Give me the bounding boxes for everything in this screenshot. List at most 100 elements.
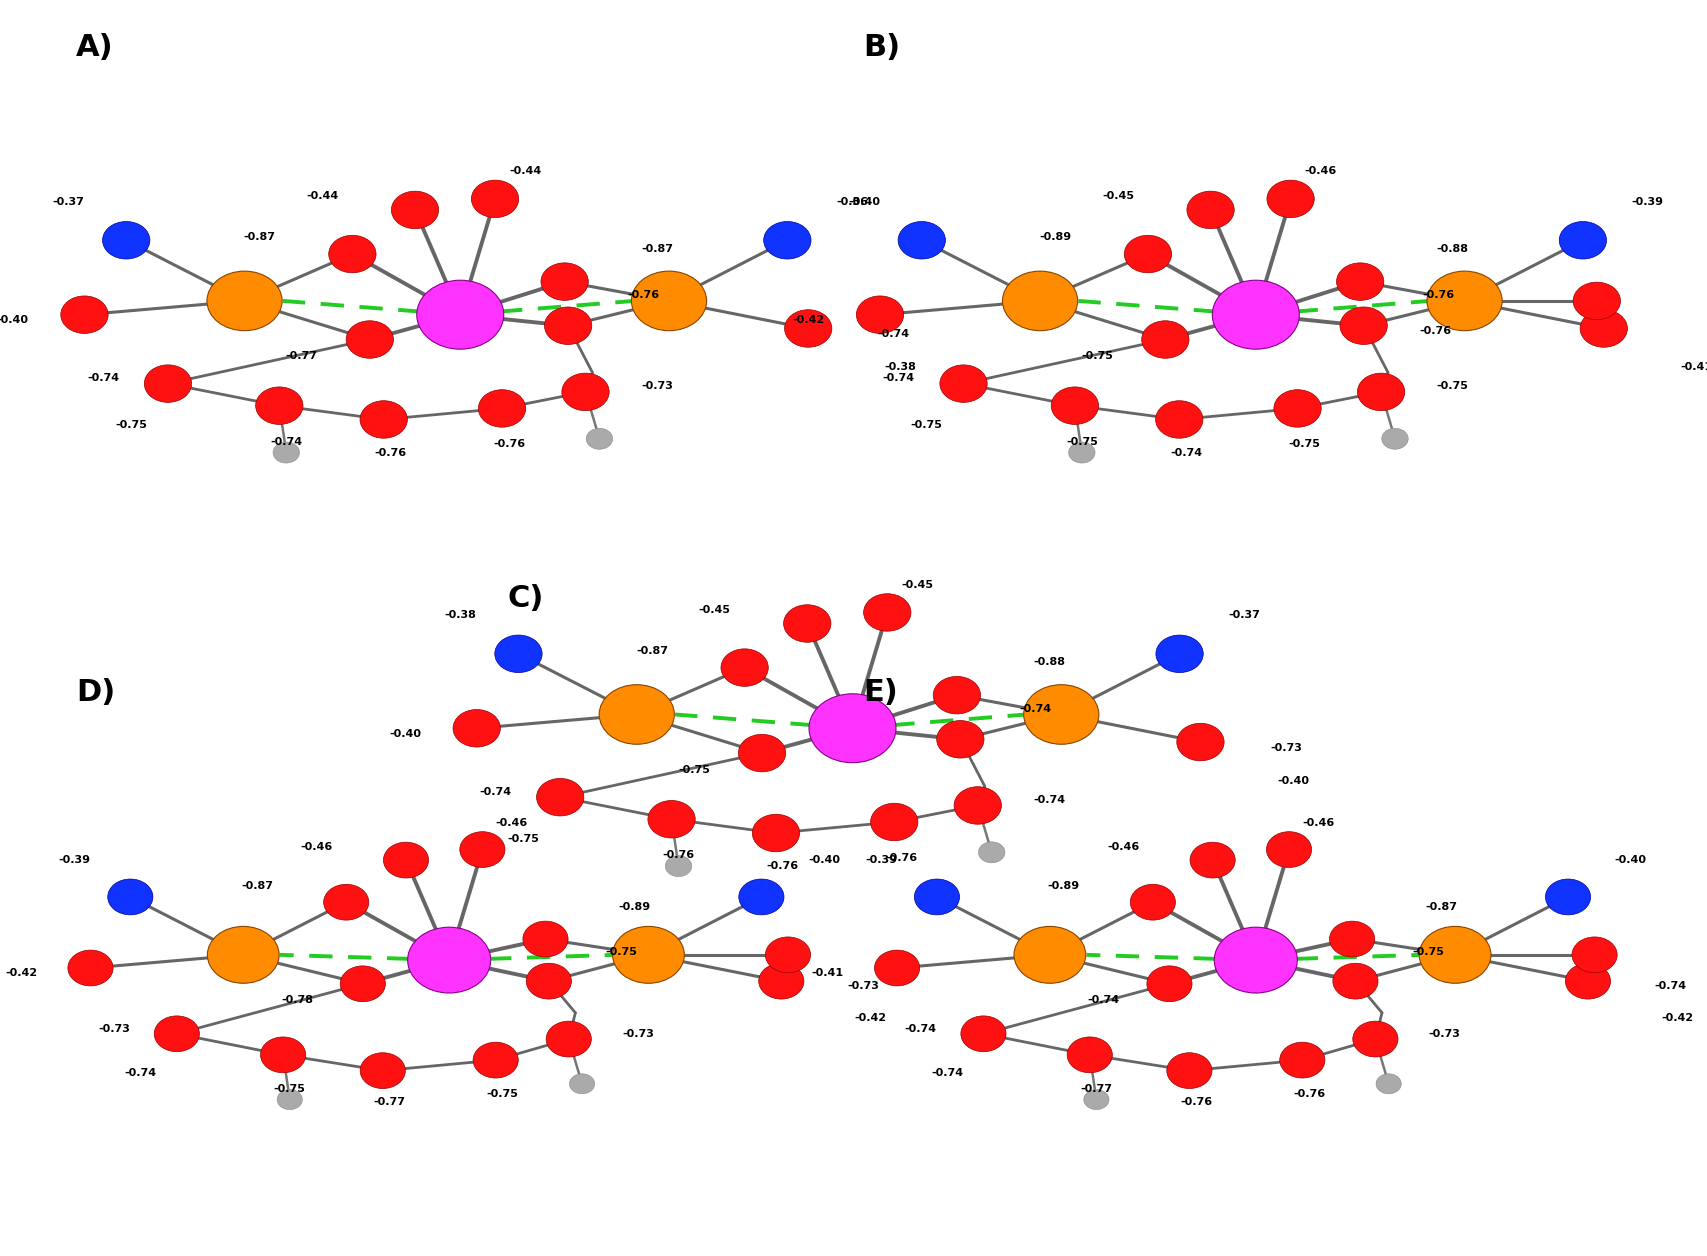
Text: -0.46: -0.46 [1302,818,1335,828]
Text: -0.74: -0.74 [480,786,512,796]
Circle shape [61,296,108,333]
Text: -0.40: -0.40 [848,197,881,207]
Text: C): C) [507,584,545,613]
Text: -0.39: -0.39 [865,855,898,865]
Circle shape [758,963,804,999]
Circle shape [1142,320,1190,358]
Circle shape [1357,373,1405,411]
Circle shape [473,1042,519,1078]
Text: -0.74: -0.74 [1019,703,1052,713]
Text: -0.76: -0.76 [1424,290,1454,300]
Circle shape [1427,271,1502,330]
Circle shape [1002,271,1077,330]
Circle shape [1267,831,1311,868]
Circle shape [1273,389,1321,427]
Text: -0.75: -0.75 [1437,382,1468,392]
Text: -0.39: -0.39 [58,855,90,865]
Text: -0.40: -0.40 [0,315,29,325]
Text: -0.74: -0.74 [1033,795,1065,805]
Circle shape [207,271,282,330]
Text: -0.74: -0.74 [1087,995,1120,1005]
Circle shape [1156,636,1203,672]
Text: -0.74: -0.74 [1654,981,1687,991]
Circle shape [452,710,500,747]
Circle shape [1280,1042,1325,1078]
Text: -0.75: -0.75 [912,420,942,430]
Text: E): E) [864,678,898,707]
Text: -0.76: -0.76 [493,440,526,450]
Text: -0.40: -0.40 [807,855,840,865]
Circle shape [154,1016,200,1051]
Text: -0.42: -0.42 [792,315,824,325]
Text: -0.36: -0.36 [836,197,869,207]
Circle shape [763,221,811,259]
Circle shape [108,879,154,914]
Circle shape [277,1090,302,1109]
Circle shape [1558,221,1606,259]
Text: -0.89: -0.89 [1048,882,1081,892]
Circle shape [1337,263,1384,300]
Circle shape [522,921,568,957]
Text: -0.42: -0.42 [1661,1014,1693,1022]
Circle shape [632,271,707,330]
Circle shape [1190,843,1236,878]
Text: -0.45: -0.45 [901,580,934,590]
Circle shape [1156,401,1203,438]
Text: -0.74: -0.74 [125,1069,157,1078]
Text: -0.73: -0.73 [1270,742,1302,752]
Circle shape [898,221,946,259]
Circle shape [347,320,393,358]
Text: -0.46: -0.46 [495,818,527,828]
Text: -0.89: -0.89 [618,903,650,912]
Text: -0.46: -0.46 [1304,166,1337,176]
Text: -0.41: -0.41 [813,968,843,978]
Circle shape [1176,723,1224,761]
Circle shape [360,401,408,438]
Text: -0.87: -0.87 [637,646,667,656]
Text: -0.73: -0.73 [621,1029,654,1039]
Circle shape [1330,921,1374,957]
Circle shape [1333,963,1378,999]
Circle shape [739,879,784,914]
Circle shape [1214,927,1297,993]
Circle shape [545,306,592,344]
Text: -0.40: -0.40 [389,728,422,739]
Circle shape [360,1053,405,1089]
Circle shape [1024,685,1099,745]
Circle shape [1147,966,1191,1002]
Circle shape [384,843,428,878]
Text: -0.88: -0.88 [1437,244,1468,254]
Circle shape [1168,1053,1212,1089]
Text: D): D) [75,678,114,707]
Text: -0.77: -0.77 [285,350,318,360]
Text: -0.76: -0.76 [1292,1089,1325,1099]
Circle shape [1130,884,1176,921]
Text: -0.74: -0.74 [883,373,915,383]
Circle shape [1340,306,1388,344]
Circle shape [145,365,191,402]
Circle shape [340,966,386,1002]
Circle shape [1352,1021,1398,1058]
Circle shape [915,879,959,914]
Circle shape [961,1016,1005,1051]
Text: -0.37: -0.37 [53,197,84,207]
Text: -0.74: -0.74 [87,373,119,383]
Circle shape [562,373,609,411]
Text: -0.88: -0.88 [1033,657,1065,667]
Circle shape [1545,879,1591,914]
Circle shape [753,814,799,852]
Text: -0.73: -0.73 [99,1024,130,1034]
Circle shape [1581,310,1627,347]
Circle shape [207,927,280,983]
Circle shape [329,235,376,273]
Text: -0.38: -0.38 [446,610,476,620]
Circle shape [541,263,589,300]
Circle shape [1084,1090,1110,1109]
Text: B): B) [864,33,901,62]
Text: -0.75: -0.75 [1081,350,1113,360]
Circle shape [1267,180,1314,217]
Circle shape [720,649,768,686]
Text: -0.87: -0.87 [642,244,673,254]
Circle shape [459,831,505,868]
Text: -0.75: -0.75 [114,420,147,430]
